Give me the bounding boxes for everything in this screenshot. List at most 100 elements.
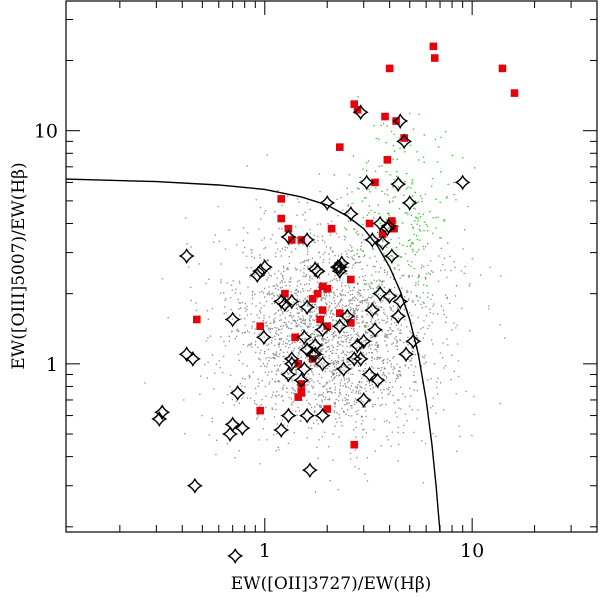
grey-point — [241, 332, 244, 334]
green-point — [394, 195, 396, 198]
grey-point — [383, 373, 385, 375]
grey-point — [289, 312, 292, 314]
grey-point — [309, 319, 311, 322]
grey-point — [447, 344, 449, 346]
grey-point — [278, 309, 280, 311]
grey-point — [342, 399, 344, 401]
green-point — [347, 204, 350, 206]
grey-point — [321, 342, 323, 345]
grey-point — [455, 327, 457, 329]
grey-point — [317, 457, 319, 459]
green-point — [411, 248, 414, 251]
open-star-point — [299, 341, 316, 358]
grey-point — [340, 340, 342, 342]
grey-point — [241, 301, 244, 304]
grey-point — [237, 298, 239, 301]
grey-point — [313, 410, 316, 412]
grey-point — [318, 277, 321, 280]
grey-point — [323, 431, 326, 433]
grey-point — [296, 268, 298, 270]
grey-point — [359, 326, 361, 328]
open-star-point — [280, 366, 297, 383]
grey-point — [303, 301, 305, 304]
grey-point — [337, 323, 339, 325]
green-point — [385, 171, 387, 173]
grey-point — [342, 324, 344, 326]
grey-point — [275, 242, 277, 244]
grey-point — [440, 305, 443, 307]
grey-point — [290, 392, 293, 394]
grey-point — [259, 206, 262, 209]
grey-point — [399, 329, 401, 331]
grey-point — [327, 341, 329, 343]
grey-point — [291, 404, 293, 406]
grey-point — [392, 305, 394, 307]
open-star-point — [304, 346, 321, 363]
grey-point — [339, 279, 341, 281]
grey-point — [340, 421, 342, 423]
open-star-point — [178, 248, 195, 265]
grey-point — [354, 339, 357, 342]
grey-point — [296, 214, 298, 216]
grey-point — [344, 383, 346, 385]
grey-point — [228, 340, 231, 342]
grey-point — [254, 344, 256, 346]
green-point — [426, 296, 429, 298]
green-point — [348, 174, 350, 176]
grey-point — [207, 318, 209, 320]
grey-point — [403, 274, 405, 277]
grey-point — [305, 338, 308, 340]
grey-point — [319, 350, 322, 352]
grey-point — [257, 378, 259, 380]
grey-point — [334, 406, 336, 408]
grey-point — [370, 321, 372, 323]
grey-point — [279, 337, 281, 340]
grey-point — [348, 351, 350, 354]
grey-point — [407, 358, 409, 360]
grey-point — [396, 416, 398, 418]
open-star-point — [331, 263, 348, 280]
red-square-point — [277, 195, 286, 203]
grey-point — [381, 319, 383, 321]
grey-point — [253, 321, 256, 323]
grey-point — [336, 198, 338, 201]
grey-point — [277, 381, 280, 383]
grey-point — [271, 327, 273, 330]
grey-point — [320, 350, 323, 353]
green-point — [423, 221, 426, 223]
grey-point — [387, 337, 389, 339]
grey-point — [322, 337, 325, 340]
grey-point — [346, 403, 348, 405]
grey-point — [276, 277, 278, 279]
green-point — [371, 274, 373, 276]
grey-point — [300, 309, 302, 311]
grey-point — [269, 331, 271, 333]
grey-point — [258, 357, 260, 360]
green-point — [421, 200, 423, 203]
grey-point — [316, 306, 318, 308]
grey-point — [326, 332, 328, 334]
grey-point — [264, 385, 267, 388]
green-point — [402, 244, 404, 246]
green-point — [392, 145, 395, 147]
grey-point — [394, 337, 396, 340]
grey-point — [306, 325, 308, 327]
green-point — [392, 278, 395, 280]
red-square-point — [335, 309, 344, 317]
grey-point — [262, 292, 265, 294]
grey-point — [358, 322, 360, 324]
grey-point — [322, 338, 324, 341]
grey-point — [349, 452, 352, 455]
grey-point — [365, 353, 367, 355]
red-square-point — [323, 405, 332, 413]
grey-point — [340, 299, 342, 301]
green-point — [401, 287, 403, 289]
grey-point — [268, 291, 270, 293]
grey-point — [251, 327, 253, 329]
green-point — [418, 213, 420, 215]
grey-point — [380, 357, 382, 359]
grey-point — [381, 244, 383, 247]
grey-point — [345, 367, 347, 369]
grey-point — [305, 273, 307, 276]
grey-point — [344, 295, 346, 297]
